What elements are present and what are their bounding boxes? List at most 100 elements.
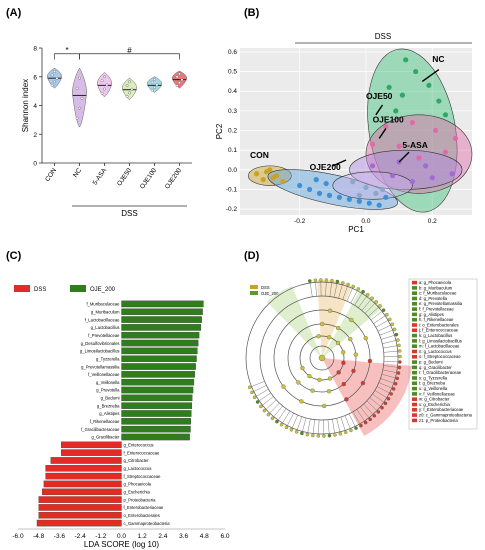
point-oje50 bbox=[386, 84, 392, 90]
key-label: u: g_Veillonella bbox=[419, 386, 448, 391]
data-point bbox=[130, 87, 134, 91]
point-oje200 bbox=[316, 190, 323, 196]
point-oje200 bbox=[356, 198, 362, 204]
lda-bar bbox=[38, 496, 122, 503]
leaf-node bbox=[284, 425, 289, 430]
bar-label: g_Muribaculum bbox=[91, 309, 120, 314]
point-con bbox=[270, 175, 276, 181]
key-swatch bbox=[412, 408, 417, 412]
tree-branch bbox=[363, 403, 375, 416]
bar-label: g_Limosilactobacillus bbox=[80, 349, 120, 354]
lda-bar bbox=[38, 511, 122, 519]
tree-branch bbox=[325, 280, 327, 297]
bar-label: g_Alistipes bbox=[99, 411, 119, 416]
leaf-node bbox=[386, 397, 391, 401]
key-swatch bbox=[412, 370, 417, 375]
tree-branch bbox=[374, 390, 389, 399]
point-oje200 bbox=[307, 186, 313, 193]
leaf-node bbox=[363, 420, 368, 425]
y-tick-label: 0.0 bbox=[228, 167, 237, 174]
key-label: k: g_Lactobacillus bbox=[419, 333, 452, 338]
ellipse-con bbox=[247, 165, 292, 186]
tree-branch bbox=[377, 324, 393, 332]
key-swatch bbox=[412, 376, 417, 380]
key-swatch bbox=[412, 307, 417, 311]
leaf-node bbox=[396, 338, 400, 342]
data-point bbox=[50, 83, 54, 87]
x-tick-label: 1.2 bbox=[138, 533, 147, 540]
x-tick-label: OJE200 bbox=[164, 167, 183, 191]
bar-label: f_Streptococcaceae bbox=[124, 474, 162, 479]
key-label: w: g_Citrobacter bbox=[419, 397, 450, 402]
leaf-node bbox=[354, 426, 358, 430]
leaf-node bbox=[395, 376, 400, 381]
label-pointer bbox=[332, 159, 347, 167]
key-swatch bbox=[412, 418, 417, 423]
key-label: m: f_Lactobacillaceae bbox=[419, 344, 460, 349]
inner-node bbox=[335, 325, 341, 331]
leaf-node bbox=[335, 279, 340, 284]
leaf-node bbox=[356, 287, 361, 291]
tree-branch bbox=[354, 291, 364, 306]
point-nc bbox=[383, 123, 389, 130]
leaf-node bbox=[390, 322, 395, 327]
bar-label: f_Enterobacteriaceae bbox=[124, 505, 164, 510]
bar-label: g_Gracilibacter bbox=[91, 435, 120, 440]
tree-branch bbox=[358, 294, 368, 308]
x-tick-label: 0.0 bbox=[361, 218, 370, 225]
x-tick-label: NC bbox=[72, 167, 83, 179]
violin-oje100 bbox=[147, 76, 162, 93]
bar-label: g_Bedumi bbox=[101, 396, 120, 401]
leaf-node bbox=[327, 433, 332, 438]
data-point bbox=[53, 80, 56, 84]
key-label: y: f_Enterobacteriaceae bbox=[419, 407, 464, 412]
tree-branch bbox=[370, 309, 384, 321]
tree-branch bbox=[372, 393, 386, 404]
lda-bar bbox=[121, 324, 201, 331]
x-tick-label: -4.8 bbox=[33, 533, 45, 540]
key-label: d: g_Prevotella bbox=[419, 296, 448, 301]
point-oje200 bbox=[376, 202, 382, 208]
y-tick-label: 0.2 bbox=[228, 128, 237, 135]
tree-branch bbox=[333, 281, 338, 298]
point-oje50 bbox=[413, 68, 419, 75]
data-point bbox=[105, 83, 109, 87]
ellipse-oje200 bbox=[267, 169, 399, 210]
tree-branch bbox=[276, 408, 287, 422]
tree-branch bbox=[367, 305, 381, 317]
inner-node bbox=[299, 399, 304, 404]
bar-label: g_Phocaeicola bbox=[124, 482, 152, 487]
legend-label: DSS bbox=[34, 287, 46, 293]
bar-label: g_Desulfovibrionales bbox=[81, 341, 120, 346]
x-axis-label: LDA SCORE (log 10) bbox=[84, 540, 159, 549]
data-point bbox=[128, 80, 131, 84]
bar-label: g_Prevotellamassilia bbox=[81, 364, 120, 369]
lda-bar bbox=[121, 371, 195, 378]
leaf-node bbox=[392, 327, 397, 332]
leaf-node bbox=[247, 385, 252, 390]
point-oje200 bbox=[313, 177, 319, 183]
tree-branch bbox=[381, 334, 397, 340]
inner-node bbox=[335, 340, 341, 346]
tree-branch bbox=[260, 396, 274, 407]
lda-bar bbox=[121, 331, 200, 339]
point-nc bbox=[416, 155, 422, 161]
inner-node bbox=[300, 365, 305, 371]
inner-node bbox=[348, 336, 353, 342]
key-swatch bbox=[412, 286, 417, 290]
tree-branch bbox=[346, 286, 354, 302]
point-con bbox=[280, 179, 286, 185]
tree-ring bbox=[309, 345, 335, 371]
key-label: z1: p_Proteobacteria bbox=[419, 418, 458, 423]
violin-chart: 0 2 4 6 8 Shannon index CON NC 5-ASA OJE50 OJE100 O… bbox=[21, 46, 192, 218]
tree-branch bbox=[376, 386, 392, 395]
bar-label: f_Enterococcaceae bbox=[124, 450, 161, 455]
tree-branch bbox=[383, 365, 400, 368]
key-label: o: f_Streptococcaceae bbox=[419, 354, 461, 359]
y-tick-label: 2 bbox=[33, 132, 37, 139]
point-nc bbox=[452, 135, 459, 141]
bar-label: f_Muribaculaceae bbox=[86, 302, 120, 307]
leaf-node bbox=[343, 430, 348, 435]
